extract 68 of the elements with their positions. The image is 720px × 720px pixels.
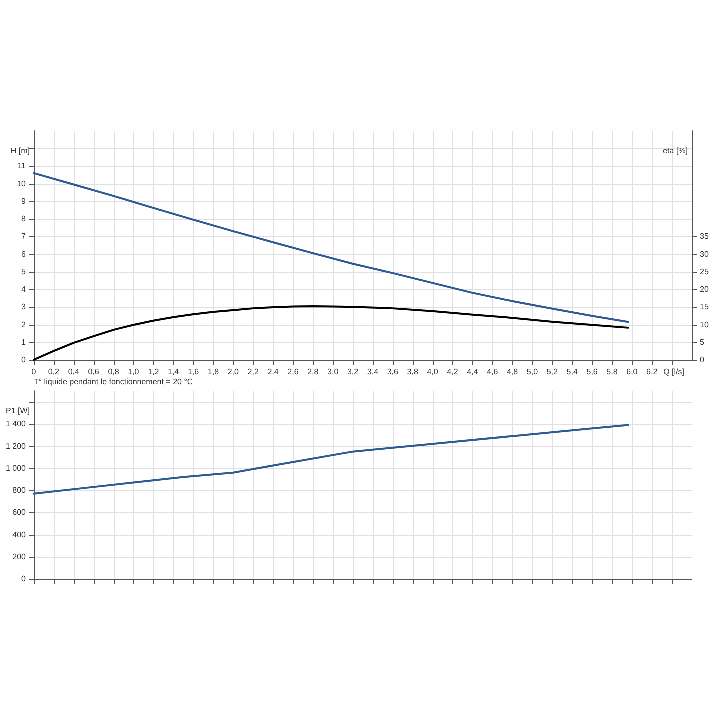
- y-tick-label: 200: [12, 552, 27, 562]
- x-tick-label: 6,0: [626, 368, 638, 376]
- x-tick-label: 4,4: [467, 368, 479, 376]
- y-tick-label: 2: [22, 320, 27, 330]
- x-tick-label: 2,6: [288, 368, 300, 376]
- y-tick-label: 600: [12, 508, 27, 518]
- x-tick-label: 5,6: [586, 368, 598, 376]
- y2-tick-label: 5: [700, 338, 705, 347]
- y-tick-label: 11: [18, 162, 27, 171]
- x-tick-label: 5,2: [546, 368, 559, 376]
- y-tick-label: 9: [22, 196, 27, 206]
- x-tick-label: 4,2: [447, 368, 459, 376]
- x-tick-label: 3,0: [328, 368, 340, 376]
- x-tick-label: 2,0: [228, 368, 240, 376]
- x-tick-label: 5,8: [606, 368, 618, 376]
- y-tick-label: 400: [12, 530, 27, 540]
- x-tick-label: 3,8: [407, 368, 419, 376]
- line-series: [33, 424, 630, 495]
- x-tick-label: 4,0: [427, 368, 439, 376]
- x-tick-label: 5,4: [566, 368, 578, 376]
- x-tick-label: 2,2: [248, 368, 260, 376]
- x-tick-label: 6,2: [646, 368, 658, 376]
- text: T° liquide pendant le fonctionnement = 20 °C: [34, 378, 194, 386]
- x-tick-label: 0,4: [68, 368, 80, 376]
- y-tick-label: 3: [22, 302, 27, 312]
- y2-tick-label: 10: [700, 320, 710, 330]
- x-tick-label: 0,2: [48, 368, 60, 376]
- x-tick-label: 0: [32, 368, 37, 376]
- x-tick-label: 0,8: [108, 368, 120, 376]
- x-tick-label: 1,8: [208, 368, 220, 376]
- y-tick-label: 1 200: [6, 442, 27, 451]
- y2-axis-title: eta [%]: [663, 146, 688, 156]
- y-tick-label: 1 400: [6, 420, 27, 429]
- y2-tick-label: 35: [700, 232, 710, 242]
- y2-tick-label: 25: [700, 267, 710, 276]
- line-series: [33, 172, 630, 324]
- x-tick-label: 1,6: [188, 368, 200, 376]
- y-tick-label: 0: [22, 356, 27, 364]
- y-tick-label: 1 000: [6, 464, 27, 473]
- y-tick-label: 8: [22, 214, 27, 224]
- y-axis-title: P1 [W]: [6, 406, 30, 416]
- y2-tick-label: 30: [700, 250, 710, 259]
- x-tick-label: 2,4: [268, 368, 280, 376]
- x-tick-label: 1,4: [168, 368, 180, 376]
- x-tick-label: 3,4: [367, 368, 380, 376]
- x-tick-label: 5,0: [526, 368, 539, 376]
- y-tick-label: 7: [22, 232, 27, 242]
- y-tick-label: 800: [12, 486, 27, 496]
- x-tick-label: 0,6: [88, 368, 100, 376]
- y2-tick-label: 20: [700, 285, 710, 294]
- x-tick-label: 3,6: [387, 368, 400, 376]
- line-series: [33, 305, 630, 361]
- y-tick-label: 0: [22, 574, 27, 584]
- x-tick-label: 2,8: [308, 368, 320, 376]
- y2-tick-label: 15: [700, 302, 710, 312]
- y2-tick-label: 0: [700, 356, 705, 364]
- y-tick-label: 1: [22, 338, 27, 347]
- x-tick-label: 4,8: [506, 368, 519, 376]
- y-tick-label: 4: [22, 285, 27, 294]
- x-tick-label: 4,6: [487, 368, 499, 376]
- x-axis-title: Q [l/s]: [664, 368, 684, 376]
- y-tick-label: 10: [17, 179, 27, 188]
- y-tick-label: 6: [22, 250, 27, 259]
- x-tick-label: 1,2: [148, 368, 160, 376]
- x-tick-label: 3,2: [347, 368, 360, 376]
- y-axis-title: H [m]: [10, 146, 30, 156]
- y-tick-label: 5: [22, 267, 27, 276]
- x-tick-label: 1,0: [128, 368, 140, 376]
